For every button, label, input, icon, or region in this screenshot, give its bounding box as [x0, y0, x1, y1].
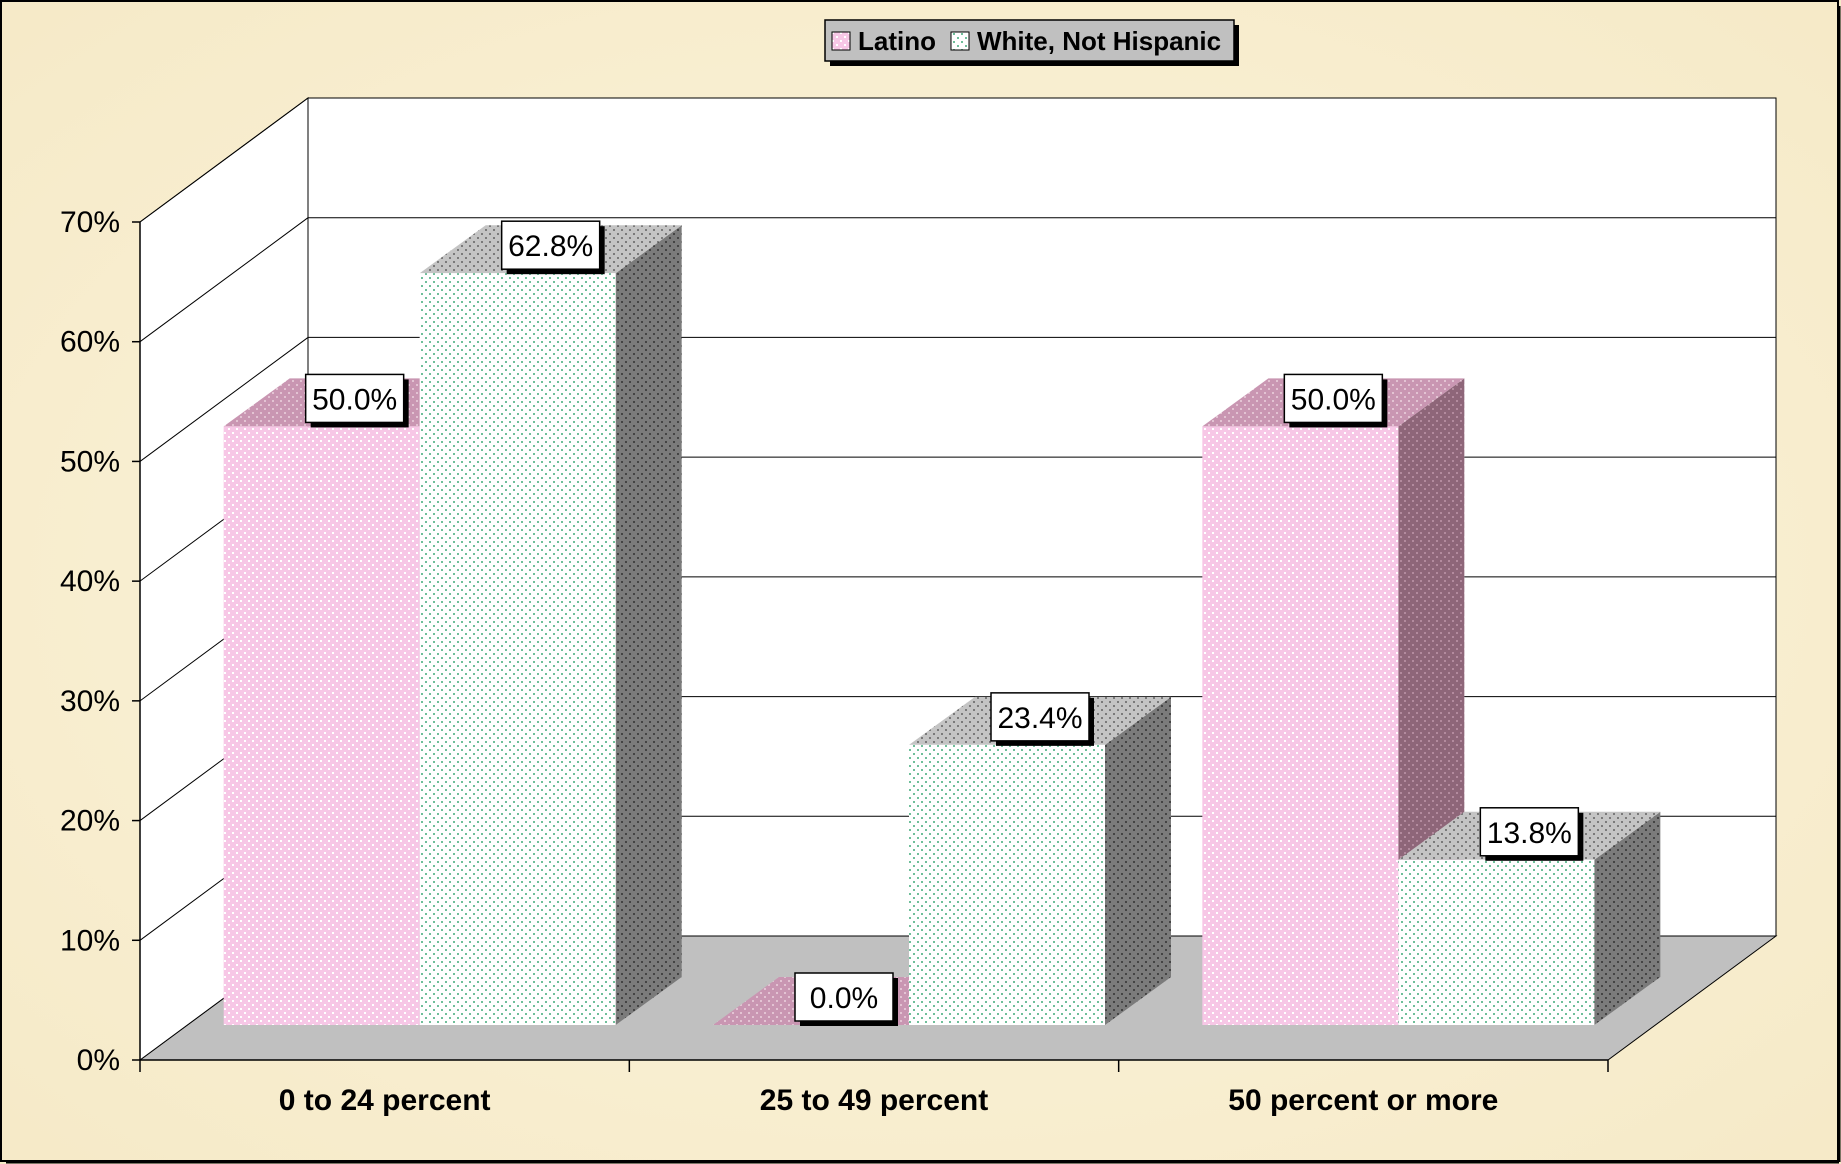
bar-white-not-hispanic-50-percent-or-more	[1398, 811, 1661, 1025]
legend-item-white-not-hispanic: White, Not Hispanic	[950, 26, 1221, 56]
y-tick-label-10: 10%	[60, 924, 120, 957]
bar-front-latino-50-percent-or-more	[1202, 426, 1399, 1025]
legend-label-white-not-hispanic: White, Not Hispanic	[977, 26, 1221, 56]
y-tick-label-30: 30%	[60, 685, 120, 718]
legend-label-latino: Latino	[858, 26, 936, 56]
data-label-white-not-hispanic-0-to-24-percent: 62.8%	[500, 220, 605, 275]
x-category-label-25-to-49-percent: 25 to 49 percent	[760, 1084, 988, 1117]
legend-swatch-latino	[831, 31, 851, 51]
legend: Latino White, Not Hispanic	[824, 19, 1239, 66]
y-tick-label-20: 20%	[60, 805, 120, 838]
data-label-box-white-not-hispanic-50-percent-or-more	[1479, 807, 1580, 857]
bar-front-latino-0-to-24-percent	[223, 426, 420, 1025]
legend-item-latino: Latino	[831, 26, 936, 56]
data-label-box-white-not-hispanic-25-to-49-percent	[990, 692, 1090, 742]
bar-side-white-not-hispanic-50-percent-or-more	[1594, 811, 1661, 1025]
y-tick-label-50: 50%	[60, 445, 120, 478]
bar-front-white-not-hispanic-50-percent-or-more	[1398, 859, 1595, 1025]
data-label-box-latino-50-percent-or-more	[1283, 373, 1384, 424]
x-category-label-0-to-24-percent: 0 to 24 percent	[279, 1084, 491, 1117]
data-label-latino-0-to-24-percent: 50.0%	[304, 373, 409, 428]
data-label-text-latino-25-to-49-percent: 0.0%	[810, 982, 878, 1015]
data-label-text-white-not-hispanic-0-to-24-percent: 62.8%	[508, 230, 593, 263]
legend-box	[824, 19, 1235, 62]
y-tick-label-40: 40%	[60, 565, 120, 598]
x-category-label-50-percent-or-more: 50 percent or more	[1228, 1084, 1498, 1117]
bar-front-white-not-hispanic-25-to-49-percent	[909, 744, 1105, 1025]
data-label-white-not-hispanic-50-percent-or-more: 13.8%	[1479, 807, 1584, 861]
data-label-latino-50-percent-or-more: 50.0%	[1283, 373, 1388, 428]
bars-layer	[223, 225, 1661, 1026]
data-label-white-not-hispanic-25-to-49-percent: 23.4%	[990, 692, 1094, 746]
gridline-left-60	[139, 217, 309, 343]
bar-front-white-not-hispanic-0-to-24-percent	[419, 273, 616, 1025]
y-tick-label-60: 60%	[60, 326, 120, 359]
gridline-left-70	[139, 97, 309, 223]
data-label-text-latino-50-percent-or-more: 50.0%	[1291, 383, 1376, 416]
bar-white-not-hispanic-25-to-49-percent	[909, 696, 1171, 1025]
gridline-left-50	[139, 337, 309, 462]
data-label-text-white-not-hispanic-50-percent-or-more: 13.8%	[1487, 817, 1572, 850]
y-tick-label-70: 70%	[60, 206, 120, 239]
data-label-box-latino-25-to-49-percent	[794, 972, 894, 1022]
bar-white-not-hispanic-0-to-24-percent	[419, 225, 682, 1026]
data-label-latino-25-to-49-percent: 0.0%	[794, 972, 898, 1026]
data-label-text-white-not-hispanic-25-to-49-percent: 23.4%	[997, 702, 1082, 735]
labels-layer: 50.0% 62.8% 0.0% 23.4% 50.0% 13.8%	[304, 220, 1584, 1026]
bar-side-white-not-hispanic-0-to-24-percent	[615, 225, 682, 1026]
bar-side-white-not-hispanic-25-to-49-percent	[1105, 696, 1171, 1025]
data-label-box-latino-0-to-24-percent	[304, 373, 405, 424]
y-tick-label-0: 0%	[77, 1044, 120, 1077]
legend-swatch-white-not-hispanic	[950, 31, 970, 51]
data-label-text-latino-0-to-24-percent: 50.0%	[312, 383, 397, 416]
data-label-box-white-not-hispanic-0-to-24-percent	[500, 220, 601, 270]
